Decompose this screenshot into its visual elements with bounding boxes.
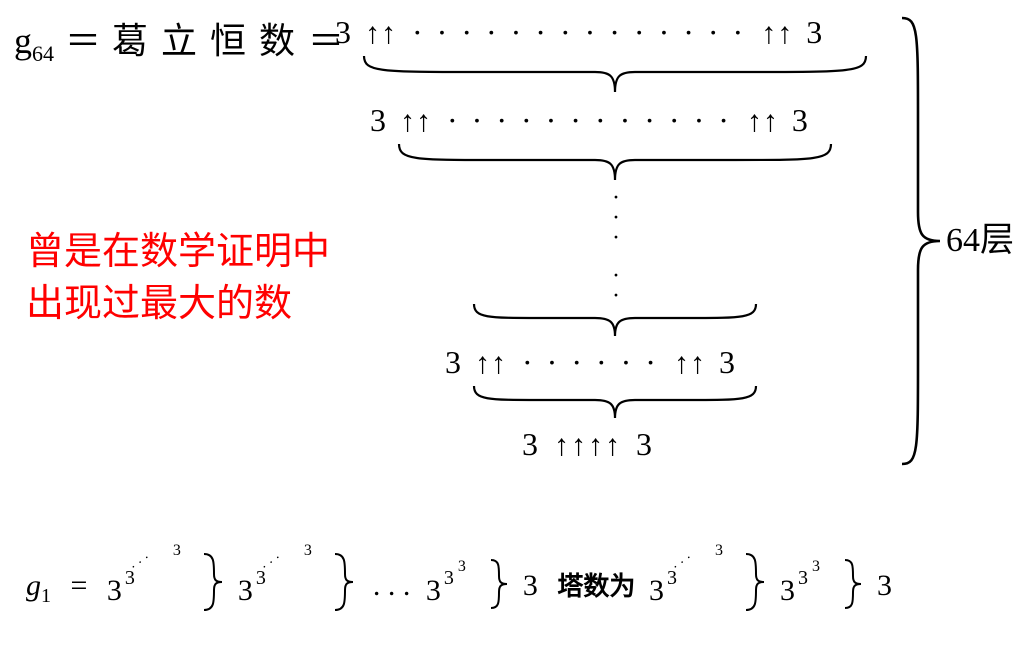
brace-d [742, 548, 768, 608]
graham-name: 葛 立 恒 数 [112, 21, 297, 61]
g1-endc: 3 [523, 569, 538, 602]
row2-dots: · · · · · · · · · · · · [447, 102, 732, 138]
underbrace-row2 [395, 140, 835, 184]
row3-arr-r: ↑↑ [674, 347, 706, 380]
row3-dots: · · · · · · [522, 344, 659, 380]
tower-row-1: 3 ↑↑ · · · · · · · · · · · · · · ↑↑ 3 [335, 14, 823, 51]
row2-left: 3 [370, 102, 387, 138]
g1-eq: = [71, 569, 88, 602]
callout-line1: 曾是在数学证明中 [26, 220, 330, 275]
row4-arrows: ↑↑↑↑ [554, 429, 622, 462]
layers-label: 64层 [946, 212, 1014, 261]
vdot: · [610, 228, 622, 248]
g1-sub: 1 [41, 585, 51, 607]
underbrace-above-row3 [470, 300, 760, 340]
ta-top: 3 [173, 542, 181, 560]
underbrace-row3 [470, 382, 760, 422]
brace-c [487, 556, 511, 608]
ta-base: 3 [107, 574, 122, 608]
row1-right: 3 [806, 14, 823, 50]
tower-vdots: · · · · · [610, 188, 622, 306]
eq1: ＝ [65, 21, 101, 61]
header-line: g64 ＝ 葛 立 恒 数 ＝ [14, 12, 346, 67]
g1-ende: 3 [877, 569, 892, 602]
row2-arr-l: ↑↑ [400, 105, 432, 138]
row1-arr-l: ↑↑ [365, 17, 397, 50]
row4-left: 3 [522, 426, 540, 462]
underbrace-row1 [360, 52, 870, 96]
tower-row-3: 3 ↑↑ · · · · · · ↑↑ 3 [445, 344, 736, 381]
row4-right: 3 [636, 426, 654, 462]
brace-a [200, 548, 226, 608]
te-e1: 3 [798, 567, 808, 590]
tb-top: 3 [304, 542, 312, 560]
row2-right: 3 [792, 102, 809, 138]
te-base: 3 [780, 574, 795, 608]
layers-word: 层 [980, 222, 1014, 259]
row3-left: 3 [445, 344, 462, 380]
brace-e [841, 556, 865, 608]
tc-base: 3 [426, 574, 441, 608]
row2-arr-r: ↑↑ [747, 105, 779, 138]
tower-row-4: 3 ↑↑↑↑ 3 [522, 426, 654, 463]
row1-left: 3 [335, 14, 352, 50]
te-e2: 3 [812, 558, 820, 576]
big-right-brace [896, 12, 946, 470]
layers-num: 64 [946, 222, 980, 259]
g64-sub: 64 [32, 41, 54, 66]
td-base: 3 [649, 574, 664, 608]
row3-arr-l: ↑↑ [475, 347, 507, 380]
tc-e2: 3 [458, 558, 466, 576]
row3-right: 3 [719, 344, 736, 380]
brace-b [331, 548, 357, 608]
td-top: 3 [715, 542, 723, 560]
row1-arr-r: ↑↑ [761, 17, 793, 50]
callout-line2: 出现过最大的数 [26, 272, 292, 327]
tower-row-2: 3 ↑↑ · · · · · · · · · · · · ↑↑ 3 [370, 102, 809, 139]
g1-g: g [26, 569, 41, 602]
g1-middots: . . . [373, 569, 411, 602]
tower-count-label: 塔数为 [557, 572, 635, 601]
g64-g: g [14, 21, 32, 61]
tc-e1: 3 [444, 567, 454, 590]
g1-row: g1 = 3 3 · · · 3 3 3 · · · 3 . . . 3 3 3 [26, 548, 892, 608]
row1-dots: · · · · · · · · · · · · · · [412, 14, 746, 50]
tb-base: 3 [238, 574, 253, 608]
